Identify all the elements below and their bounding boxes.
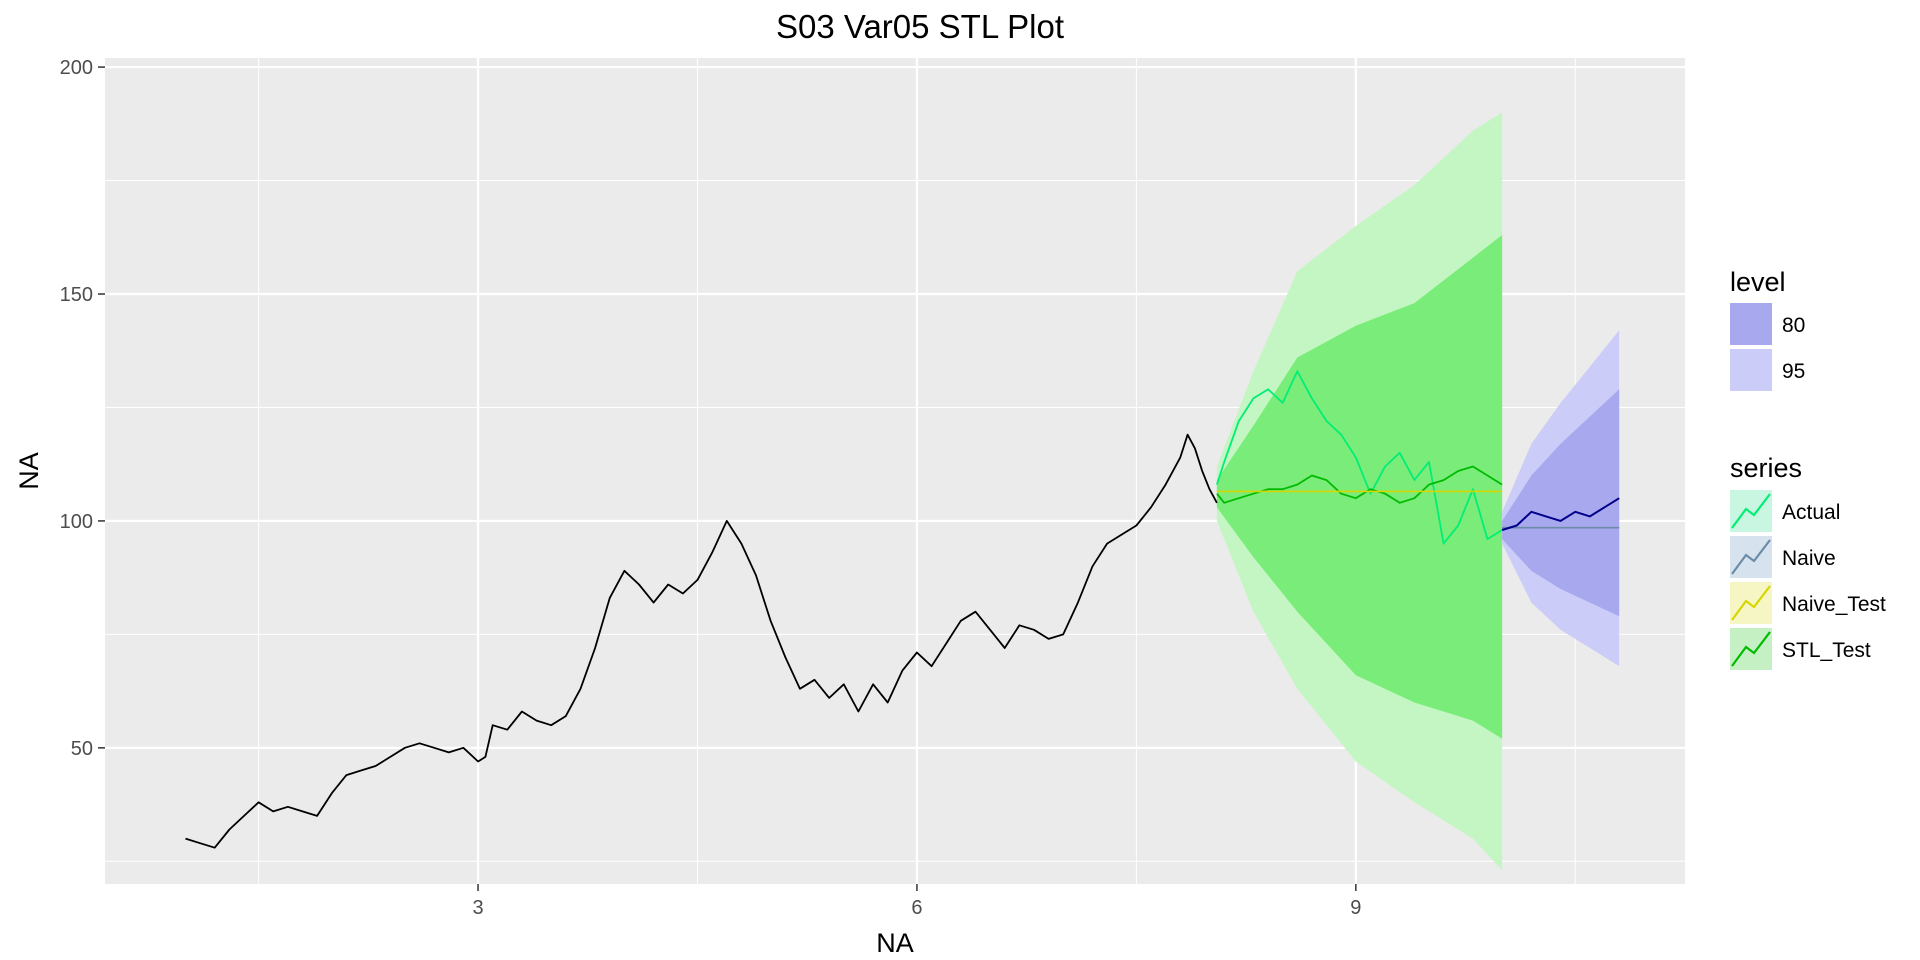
y-axis-label: NA xyxy=(14,452,44,490)
y-tick-label: 150 xyxy=(60,284,93,306)
legend-series-label: Naive xyxy=(1782,547,1836,570)
legend-series-label: Naive_Test xyxy=(1782,593,1886,616)
legend-level-title: level xyxy=(1730,267,1786,297)
series-line-stl-test xyxy=(1216,465,1503,504)
band-naive-80 xyxy=(1502,389,1620,617)
legend-series-title: series xyxy=(1730,453,1802,483)
x-axis-label: NA xyxy=(876,928,914,958)
legend-series-key xyxy=(1730,536,1772,578)
legend: level 80 95 series Actual Naive Naive_Test STL_… xyxy=(1730,267,1886,670)
legend-series-line xyxy=(1731,631,1771,667)
legend-series-key xyxy=(1730,582,1772,624)
legend-series-label: STL_Test xyxy=(1782,639,1871,662)
legend-level-label: 95 xyxy=(1782,360,1805,383)
legend-level-key xyxy=(1730,349,1772,391)
legend-series-line xyxy=(1731,493,1771,529)
y-tick-label: 50 xyxy=(71,738,93,760)
x-tick-label: 9 xyxy=(1350,897,1361,919)
legend-series-line xyxy=(1731,539,1771,575)
legend-series-key xyxy=(1730,490,1772,532)
series-line-actual xyxy=(1216,370,1503,545)
legend-series-line xyxy=(1731,585,1771,621)
series-lines xyxy=(185,370,1620,849)
y-tick-label: 200 xyxy=(60,57,93,79)
legend-series-key xyxy=(1730,628,1772,670)
legend-level-label: 80 xyxy=(1782,314,1805,337)
legend-level-key xyxy=(1730,303,1772,345)
legend-series-label: Actual xyxy=(1782,501,1840,524)
series-line-history xyxy=(185,433,1218,849)
x-tick-label: 6 xyxy=(911,897,922,919)
chart-title: S03 Var05 STL Plot xyxy=(776,8,1064,45)
series-line-naive-mean xyxy=(1501,497,1620,531)
band-stl-80 xyxy=(1216,235,1503,739)
y-tick-label: 100 xyxy=(60,511,93,533)
x-tick-label: 3 xyxy=(472,897,483,919)
axes: 3 6 9 50 100 150 200 xyxy=(60,57,1362,919)
